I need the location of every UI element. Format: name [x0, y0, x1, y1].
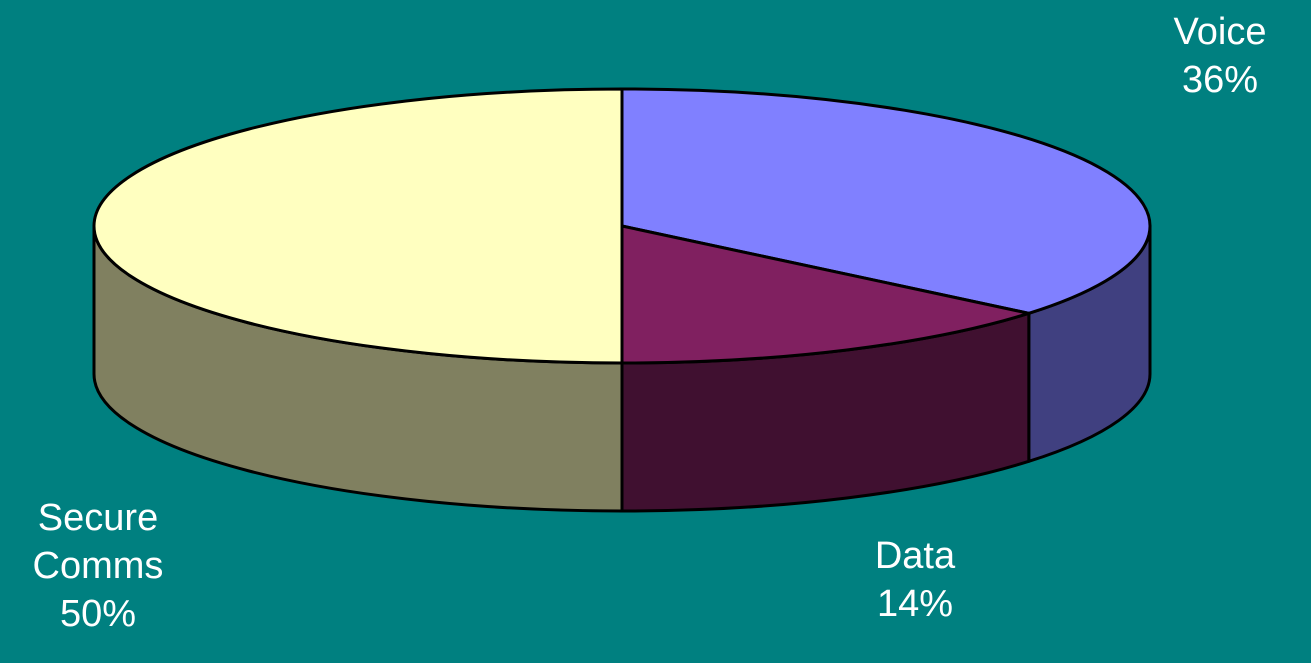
data-label-data-value: 14%: [876, 583, 954, 625]
pie-slice-data: [620, 224, 1031, 365]
pie-slice-voice: [620, 87, 1152, 315]
data-label-voice: Voice 36%: [1160, 8, 1280, 104]
data-label-secure-comms-line2: Comms: [32, 545, 164, 587]
data-label-data-name: Data: [874, 535, 956, 577]
data-label-voice-name: Voice: [1173, 11, 1267, 53]
data-label-secure-comms-line1: Secure: [37, 497, 159, 539]
pie-slice-secure-comms: [92, 87, 624, 365]
data-label-voice-value: 36%: [1181, 59, 1259, 101]
data-label-secure-comms-value: 50%: [59, 593, 137, 635]
data-label-secure-comms: Secure Comms 50%: [8, 494, 188, 638]
data-label-data: Data 14%: [855, 532, 975, 628]
